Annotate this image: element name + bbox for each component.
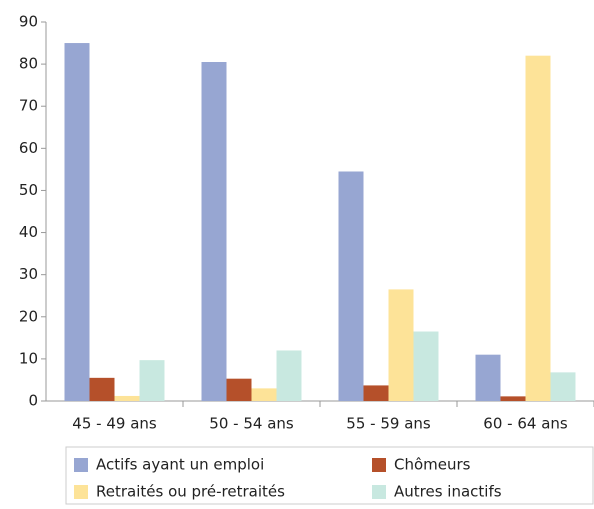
legend-label: Retraités ou pré-retraités — [96, 483, 285, 501]
x-tick-label: 55 - 59 ans — [346, 415, 431, 433]
x-tick-label: 45 - 49 ans — [72, 415, 157, 433]
bar — [201, 62, 227, 401]
y-tick-label: 60 — [19, 139, 38, 157]
bar — [388, 289, 414, 401]
x-tick-label: 50 - 54 ans — [209, 415, 294, 433]
legend-box — [65, 446, 594, 505]
bar — [64, 43, 90, 402]
bar — [114, 395, 140, 401]
y-tick-label: 80 — [19, 55, 38, 73]
bar — [251, 388, 277, 401]
bar — [363, 385, 389, 401]
y-tick-label: 70 — [19, 97, 38, 115]
bar — [413, 331, 439, 401]
legend-swatch — [74, 458, 88, 472]
y-tick-label: 30 — [19, 265, 38, 283]
bar — [525, 55, 551, 401]
bar — [276, 350, 302, 401]
y-tick-label: 40 — [19, 223, 38, 241]
legend-swatch — [372, 458, 386, 472]
y-tick-label: 50 — [19, 181, 38, 199]
y-tick-label: 90 — [19, 13, 38, 31]
y-tick-label: 20 — [19, 307, 38, 325]
legend-label: Chômeurs — [394, 456, 471, 474]
bar — [338, 171, 364, 401]
bar — [500, 396, 526, 401]
y-tick-label: 10 — [19, 349, 38, 367]
legend-label: Autres inactifs — [394, 483, 502, 501]
bar — [226, 378, 252, 401]
legend-swatch — [372, 485, 386, 499]
bar — [475, 354, 501, 401]
x-tick-label: 60 - 64 ans — [483, 415, 568, 433]
y-tick-label: 0 — [28, 392, 38, 410]
legend-label: Actifs ayant un emploi — [96, 456, 264, 474]
legend-swatch — [74, 485, 88, 499]
bar — [550, 372, 576, 401]
bar — [139, 360, 165, 401]
bar — [89, 377, 115, 401]
